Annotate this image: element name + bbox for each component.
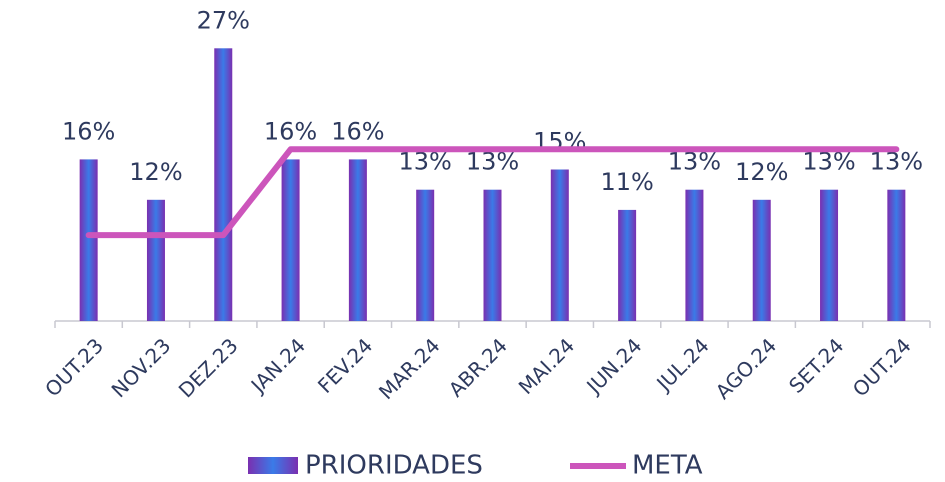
bar xyxy=(820,189,839,321)
bar xyxy=(281,159,300,321)
data-label: 16% xyxy=(331,117,384,145)
data-label: 12% xyxy=(735,158,788,186)
data-label: 16% xyxy=(62,117,115,145)
bar xyxy=(887,189,906,321)
legend-swatch-bar xyxy=(248,457,298,474)
x-tick-label: JUL.24 xyxy=(651,333,714,396)
bar xyxy=(79,159,98,321)
legend-label: PRIORIDADES xyxy=(305,451,483,481)
data-label: 13% xyxy=(399,148,452,176)
x-tick-label: OUT.23 xyxy=(40,333,108,401)
bar xyxy=(348,159,367,321)
x-tick-label: FEV.24 xyxy=(313,333,377,397)
legend-label: META xyxy=(632,451,703,481)
data-label: 11% xyxy=(600,168,653,196)
x-tick-label: DEZ.23 xyxy=(174,333,243,402)
x-tick-label: SET.24 xyxy=(784,333,848,397)
bar xyxy=(550,169,569,321)
data-label: 13% xyxy=(870,148,923,176)
bar xyxy=(685,189,704,321)
bar xyxy=(752,199,771,321)
data-label: 13% xyxy=(466,148,519,176)
data-label: 16% xyxy=(264,117,317,145)
bar xyxy=(483,189,502,321)
x-tick-label: JAN.24 xyxy=(245,333,310,398)
x-tick-label: MAR.24 xyxy=(374,333,445,404)
data-label: 12% xyxy=(129,158,182,186)
data-label: 13% xyxy=(802,148,855,176)
x-tick-label: NOV.23 xyxy=(107,333,176,402)
bar xyxy=(146,199,165,321)
x-tick-label: ABR.24 xyxy=(444,333,512,401)
data-label: 27% xyxy=(197,6,250,34)
meta-line xyxy=(85,146,900,239)
bar xyxy=(618,209,637,321)
x-tick-label: OUT.24 xyxy=(848,333,916,401)
bar xyxy=(416,189,435,321)
x-tick-label: JUN.24 xyxy=(581,333,647,399)
bar xyxy=(214,48,233,322)
x-tick-label: MAI.24 xyxy=(514,333,580,399)
x-tick-label: AGO.24 xyxy=(711,333,781,403)
data-label: 13% xyxy=(668,148,721,176)
